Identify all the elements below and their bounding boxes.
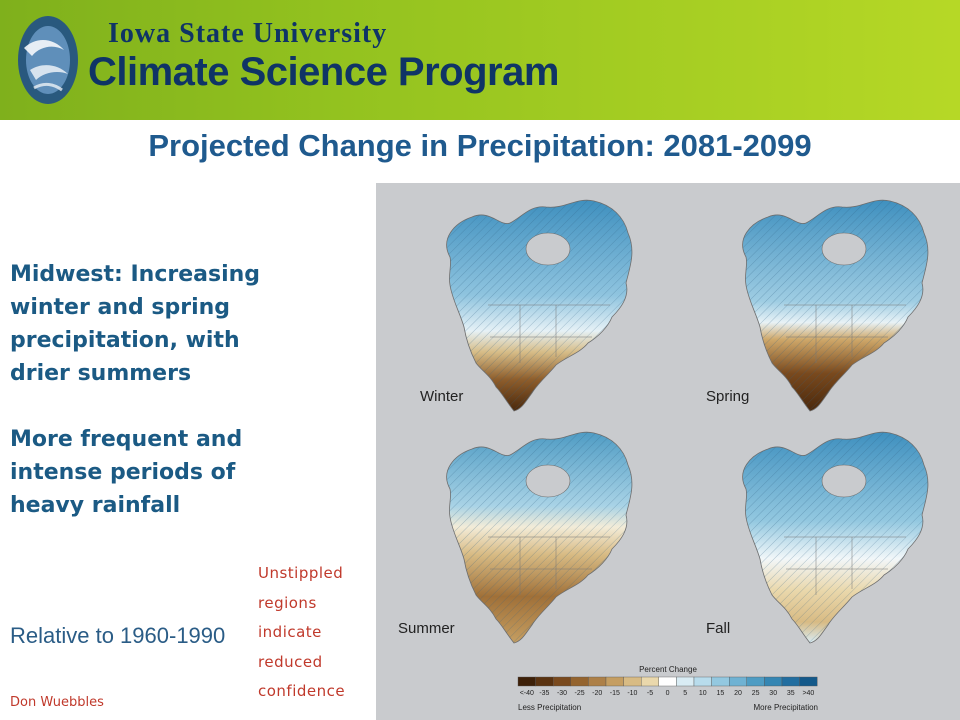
legend-swatch (623, 676, 642, 687)
legend-ticks: <-40 -35 -30 -25 -20 -15 -10 -5 0 5 10 15 20 25 30 35 >4… (520, 690, 815, 697)
legend-tick-label: -5 (647, 690, 653, 697)
legend-swatches (517, 676, 818, 687)
legend-tick-label: 25 (752, 690, 760, 697)
fall-label: Fall (706, 620, 730, 637)
legend-swatch (711, 676, 730, 687)
rainfall-point: More frequent and intense periods of hea… (10, 427, 243, 518)
wind-swirl-logo-icon (18, 16, 78, 104)
legend-swatch (676, 676, 695, 687)
author-credit: Don Wuebbles (10, 695, 104, 710)
winter-map: Winter (420, 199, 633, 412)
university-name: Iowa State University (108, 18, 388, 49)
legend-swatch (605, 676, 624, 687)
legend-tick-label: 0 (666, 690, 670, 697)
legend-swatch (641, 676, 660, 687)
precipitation-maps-figure: Winter Spring Summer Fall Pe (376, 183, 960, 720)
legend-swatch (693, 676, 712, 687)
legend-tick-label: 10 (699, 690, 707, 697)
legend-more-label: More Precipitation (754, 703, 818, 712)
legend-tick-label: -30 (557, 690, 567, 697)
program-name: Climate Science Program (88, 50, 559, 94)
legend-tick-label: 30 (769, 690, 777, 697)
legend-swatch (552, 676, 571, 687)
legend-swatch (746, 676, 765, 687)
key-points: Midwest: Increasing winter and spring pr… (10, 258, 270, 555)
legend-tick-label: 20 (734, 690, 742, 697)
baseline-note: Relative to 1960-1990 (10, 623, 226, 648)
summer-label: Summer (398, 620, 455, 637)
legend-swatch (799, 676, 818, 687)
spring-map: Spring (706, 199, 929, 412)
legend-swatch (729, 676, 748, 687)
legend-less-label: Less Precipitation (518, 703, 581, 712)
legend-swatch (764, 676, 783, 687)
percent-change-legend: Percent Change <-40 -35 -30 -25 -20 -15 -10 -5 0… (517, 665, 818, 712)
winter-label: Winter (420, 388, 463, 405)
legend-tick-label: 5 (683, 690, 687, 697)
slide-title: Projected Change in Precipitation: 2081-… (148, 128, 812, 163)
legend-swatch (658, 676, 677, 687)
midwest-point: Midwest: Increasing winter and spring pr… (10, 262, 261, 386)
legend-title: Percent Change (639, 665, 697, 674)
legend-tick-label: -25 (575, 690, 585, 697)
legend-tick-label: 15 (717, 690, 725, 697)
stipple-note: Unstippled regions indicate reduced conf… (258, 564, 346, 700)
spring-label: Spring (706, 388, 749, 405)
legend-swatch (535, 676, 554, 687)
legend-tick-label: -20 (592, 690, 602, 697)
legend-swatch (781, 676, 800, 687)
legend-tick-label: -15 (610, 690, 620, 697)
legend-tick-label: >40 (802, 690, 814, 697)
legend-tick-label: -10 (627, 690, 637, 697)
maps-svg: Winter Spring Summer Fall Pe (398, 199, 929, 712)
legend-swatch (570, 676, 589, 687)
legend-tick-label: -35 (539, 690, 549, 697)
fall-map: Fall (706, 431, 929, 644)
header-banner: Iowa State University Climate Science Pr… (0, 0, 960, 120)
legend-swatch (517, 676, 536, 687)
legend-tick-label: 35 (787, 690, 795, 697)
legend-swatch (588, 676, 607, 687)
legend-tick-label: <-40 (520, 690, 534, 697)
summer-map: Summer (398, 431, 633, 644)
